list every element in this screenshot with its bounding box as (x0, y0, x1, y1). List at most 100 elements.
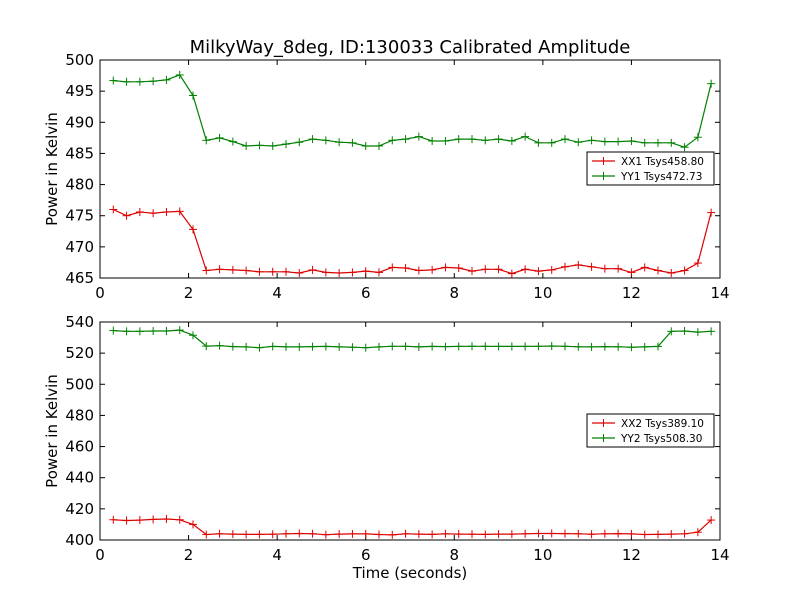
data-point (135, 516, 144, 525)
y-tick-label: 470 (65, 238, 94, 256)
data-point (228, 137, 237, 146)
data-point (175, 326, 184, 335)
data-point (295, 342, 304, 351)
data-point (388, 263, 397, 272)
y-tick-label: 440 (65, 469, 94, 487)
data-point (135, 77, 144, 86)
data-point (401, 135, 410, 144)
data-point (348, 268, 357, 277)
data-point (667, 530, 676, 539)
data-point (255, 141, 264, 150)
data-point (282, 529, 290, 538)
data-point (308, 135, 317, 144)
x-tick-label: 8 (450, 546, 460, 564)
data-point (640, 138, 649, 147)
legend-label: XX2 Tsys389.10 (621, 418, 704, 430)
data-point (149, 327, 158, 336)
data-point (587, 136, 596, 145)
y-tick-label: 465 (65, 269, 94, 287)
data-point (454, 135, 463, 144)
data-point (361, 343, 370, 352)
data-point (707, 327, 716, 336)
data-point (335, 530, 344, 539)
y-tick-label: 400 (65, 531, 94, 549)
data-point (175, 515, 184, 524)
data-point (428, 530, 437, 539)
data-point (135, 327, 144, 336)
x-tick-label: 4 (272, 284, 282, 302)
y-tick-label: 420 (65, 500, 94, 518)
axes-frame (99, 59, 721, 279)
data-point (202, 530, 211, 539)
data-point (707, 516, 716, 525)
data-point (361, 529, 370, 538)
data-point (255, 530, 264, 539)
data-point (561, 262, 569, 271)
data-point (215, 133, 224, 142)
data-point (401, 264, 410, 273)
data-point (282, 140, 290, 149)
data-point (122, 211, 131, 220)
data-point (534, 138, 543, 147)
data-point (282, 342, 290, 351)
data-point (109, 515, 118, 524)
data-point (242, 530, 251, 539)
data-point (295, 529, 304, 538)
data-point (255, 267, 264, 276)
data-point (189, 225, 197, 234)
legend: XX1 Tsys458.80 YY1 Tsys472.73 (586, 151, 715, 186)
data-point (255, 343, 264, 352)
data-point (189, 331, 197, 340)
data-point (228, 342, 237, 351)
data-point (388, 136, 397, 145)
data-point (122, 327, 131, 336)
data-point (667, 327, 676, 336)
data-point (454, 264, 463, 273)
x-tick-label: 10 (533, 546, 552, 564)
data-point (561, 529, 569, 538)
data-point (401, 342, 410, 351)
data-point (521, 342, 530, 351)
data-point (441, 529, 450, 538)
y-tick-label: 500 (65, 51, 94, 69)
data-point (308, 265, 317, 274)
data-point (494, 530, 503, 539)
x-tick-label: 0 (95, 284, 105, 302)
data-point (414, 530, 423, 539)
y-tick-label: 480 (65, 176, 94, 194)
data-point (614, 342, 623, 351)
legend-label: XX1 Tsys458.80 (621, 156, 704, 168)
data-point (401, 529, 410, 538)
data-point (561, 342, 569, 351)
data-point (680, 529, 689, 538)
data-point (654, 266, 662, 275)
data-point (600, 137, 609, 146)
data-point (388, 342, 397, 351)
data-point (348, 343, 357, 352)
data-point (667, 138, 676, 147)
y-tick-label: 480 (65, 406, 94, 424)
data-point (268, 530, 277, 539)
data-point (468, 267, 476, 276)
data-point (149, 77, 158, 86)
data-point (494, 342, 503, 351)
data-point (468, 135, 476, 144)
x-tick-label: 4 (272, 546, 282, 564)
data-point (228, 265, 237, 274)
series-line (113, 329, 712, 349)
data-point (561, 135, 569, 144)
data-point (547, 341, 556, 350)
data-point (202, 342, 211, 351)
data-point (680, 143, 689, 152)
data-point (441, 342, 450, 351)
data-point (162, 207, 171, 216)
data-point (175, 70, 184, 79)
y-tick-label: 485 (65, 144, 94, 162)
data-point (414, 266, 423, 275)
data-point (481, 342, 490, 351)
data-point (547, 265, 556, 274)
x-tick-label: 6 (361, 284, 371, 302)
data-point (667, 269, 676, 278)
data-point (574, 342, 583, 351)
